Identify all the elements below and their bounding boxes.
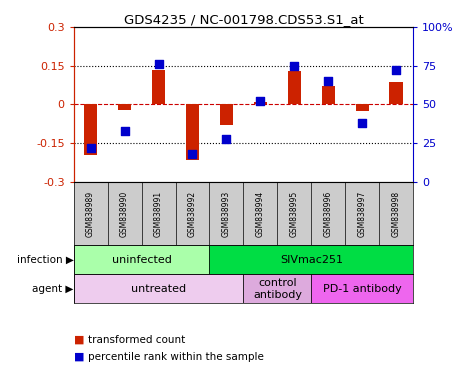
Bar	[74, 274, 243, 303]
Text: GSM838994: GSM838994	[256, 190, 265, 237]
Text: uninfected: uninfected	[112, 255, 171, 265]
Text: agent ▶: agent ▶	[32, 284, 74, 294]
Text: transformed count: transformed count	[88, 335, 185, 345]
Text: percentile rank within the sample: percentile rank within the sample	[88, 352, 264, 362]
Text: ■: ■	[74, 352, 84, 362]
Text: GSM838996: GSM838996	[324, 190, 333, 237]
Point	[121, 128, 128, 134]
Text: ■: ■	[74, 335, 84, 345]
Text: control
antibody: control antibody	[253, 278, 302, 300]
Text: SIVmac251: SIVmac251	[280, 255, 343, 265]
Bar	[355, 104, 369, 111]
Text: GSM838997: GSM838997	[358, 190, 367, 237]
Bar	[186, 104, 199, 160]
Text: GSM838991: GSM838991	[154, 190, 163, 237]
Bar	[287, 71, 301, 104]
Bar	[390, 83, 403, 104]
Text: GSM838992: GSM838992	[188, 190, 197, 237]
Bar	[74, 245, 209, 274]
Text: infection ▶: infection ▶	[17, 255, 74, 265]
Text: GSM838998: GSM838998	[392, 190, 401, 237]
Title: GDS4235 / NC-001798.CDS53.S1_at: GDS4235 / NC-001798.CDS53.S1_at	[124, 13, 363, 26]
Point	[359, 120, 366, 126]
Bar	[254, 102, 267, 104]
Point	[256, 98, 264, 104]
Point	[155, 61, 162, 67]
Bar	[312, 274, 413, 303]
Text: GSM838989: GSM838989	[86, 190, 95, 237]
Text: GSM838990: GSM838990	[120, 190, 129, 237]
Bar	[84, 104, 97, 155]
Text: untreated: untreated	[131, 284, 186, 294]
Bar	[152, 70, 165, 104]
Bar	[219, 104, 233, 125]
Bar	[243, 274, 312, 303]
Point	[223, 136, 230, 142]
Text: GSM838993: GSM838993	[222, 190, 231, 237]
Bar	[209, 245, 413, 274]
Text: GSM838995: GSM838995	[290, 190, 299, 237]
Point	[189, 151, 196, 157]
Point	[392, 67, 400, 73]
Text: PD-1 antibody: PD-1 antibody	[323, 284, 402, 294]
Point	[291, 63, 298, 69]
Bar	[322, 86, 335, 104]
Point	[324, 78, 332, 84]
Point	[87, 145, 95, 151]
Bar	[118, 104, 132, 110]
